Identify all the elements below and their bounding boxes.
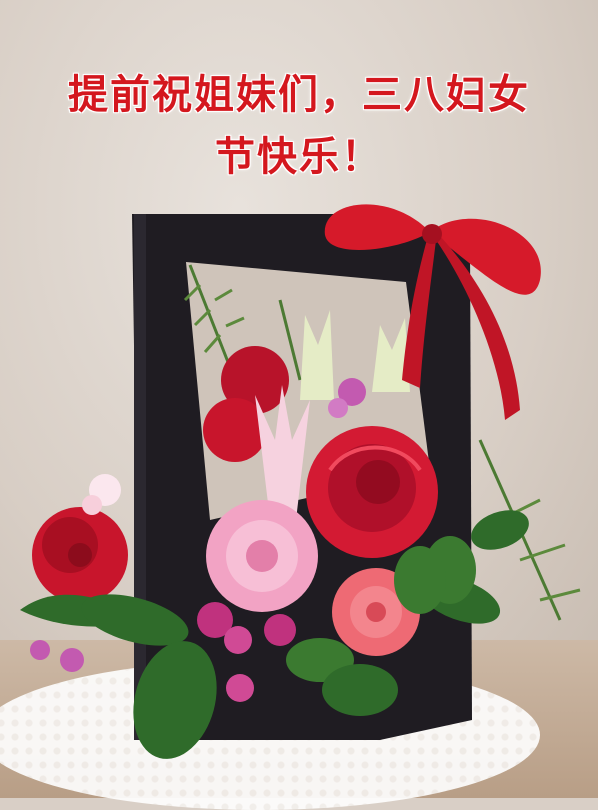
sweet-william-flowers: [197, 378, 366, 702]
red-ribbon-bow: [324, 204, 541, 420]
greenery: [183, 264, 581, 624]
red-roses: [203, 346, 438, 558]
left-rose-cluster: [20, 474, 150, 672]
greeting-line-1: 提前祝姐妹们，三八妇女: [68, 72, 530, 118]
lilies: [255, 310, 410, 520]
front-leaves: [81, 546, 446, 759]
greeting-line-2: 节快乐！: [215, 134, 383, 180]
